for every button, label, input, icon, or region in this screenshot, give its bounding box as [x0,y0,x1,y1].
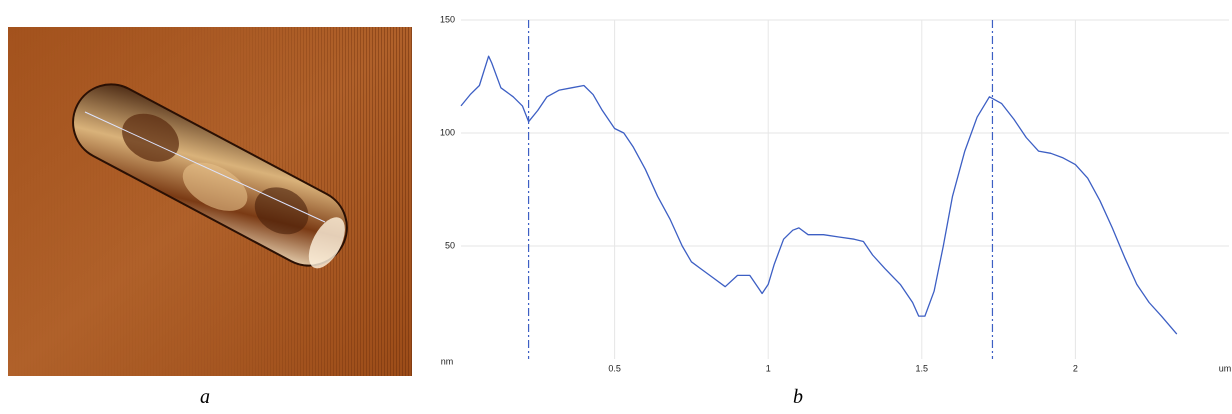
y-axis-label: nm [441,356,454,366]
figure: a b nm um 50 100 150 0.5 1 1.5 2 [0,0,1232,414]
profile-line [461,56,1177,334]
x-tick-label: 0.5 [608,363,621,373]
caption: b [793,386,803,408]
x-axis-label: um [1219,363,1232,373]
y-tick-label: 100 [440,127,455,137]
afm-image [8,27,412,376]
x-tick-label: 1.5 [916,363,929,373]
x-tick-label: 2 [1073,363,1078,373]
y-tick-label: 150 [440,14,455,24]
x-tick-label: 1 [766,363,771,373]
caption: a [200,386,210,408]
y-tick-label: 50 [445,240,455,250]
